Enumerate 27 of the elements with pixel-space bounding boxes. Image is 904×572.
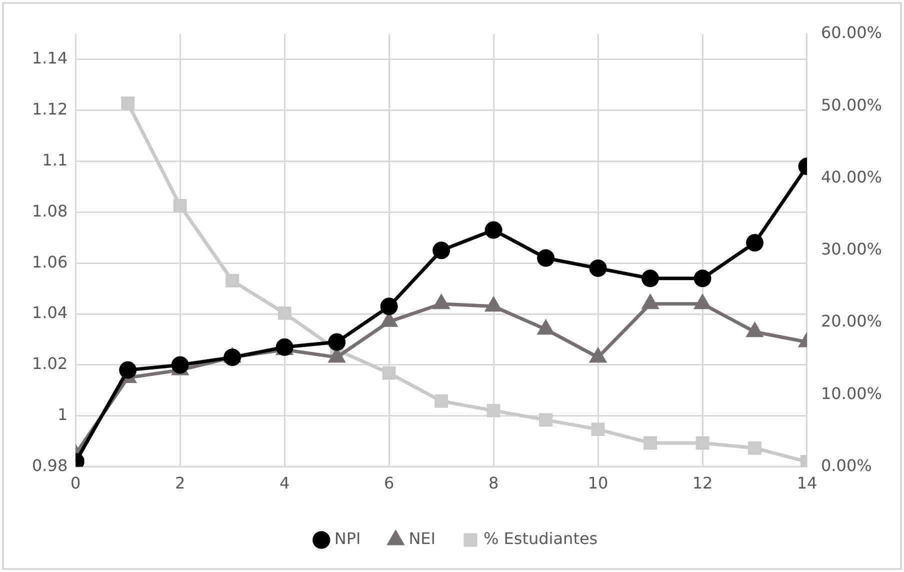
x-tick-label: 2: [175, 474, 186, 493]
legend-label: NPI: [334, 529, 361, 548]
x-tick-label: 4: [279, 474, 290, 493]
x-tick-label: 0: [70, 474, 81, 493]
y2-tick-label: 10.00%: [820, 384, 882, 403]
y-tick-label: 1.08: [32, 201, 68, 220]
y2-tick-label: 0.00%: [820, 456, 872, 475]
x-tick-label: 8: [488, 474, 499, 493]
y-tick-label: 1: [57, 405, 68, 424]
x-tick-label: 10: [588, 474, 608, 493]
y2-tick-label: 20.00%: [820, 312, 882, 331]
legend-label: % Estudiantes: [483, 529, 598, 548]
x-tick-label: 14: [796, 474, 818, 493]
y2-tick-label: 30.00%: [820, 240, 882, 259]
y-tick-label: 0.98: [32, 456, 68, 475]
y-tick-label: 1.04: [32, 303, 68, 322]
y-tick-label: 1.06: [32, 252, 68, 272]
y2-tick-label: 50.00%: [820, 95, 882, 114]
y-tick-label: 1.12: [32, 100, 68, 119]
x-tick-label: 6: [384, 474, 394, 493]
y2-tick-label: 40.00%: [820, 167, 882, 186]
y-tick-label: 1.14: [32, 48, 68, 68]
y2-tick-label: 60.00%: [820, 23, 882, 42]
legend-label: NEI: [408, 529, 436, 548]
y-tick-label: 1.02: [32, 354, 68, 374]
x-tick-label: 12: [692, 474, 713, 493]
y-tick-label: 1.1: [42, 150, 68, 170]
